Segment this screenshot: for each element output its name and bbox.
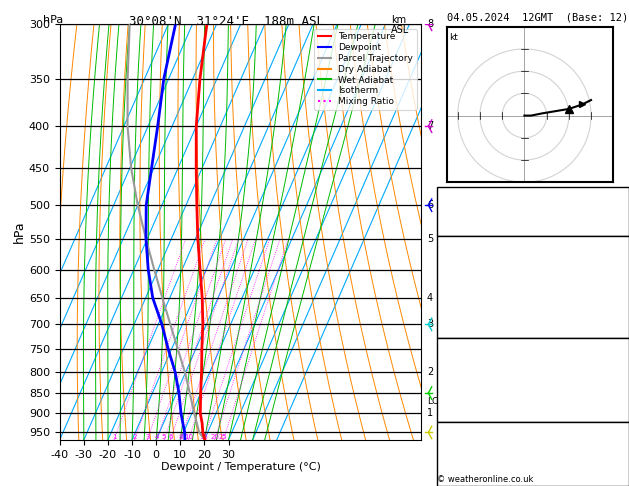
Text: PW (cm): PW (cm)	[443, 223, 487, 233]
Text: θe (K): θe (K)	[443, 368, 474, 378]
Text: Temp (°C): Temp (°C)	[443, 253, 494, 263]
Text: 30: 30	[610, 207, 623, 217]
Text: hPa: hPa	[43, 15, 63, 25]
Text: 1: 1	[112, 434, 116, 440]
Text: 310°: 310°	[598, 462, 623, 472]
Text: 5: 5	[162, 434, 166, 440]
Text: -0: -0	[613, 449, 623, 459]
Text: Pressure (mb): Pressure (mb)	[443, 354, 516, 364]
Text: EH: EH	[443, 436, 457, 446]
Text: K: K	[443, 191, 450, 200]
Text: 991: 991	[603, 354, 623, 364]
Text: 319: 319	[603, 368, 623, 378]
Text: 6: 6	[168, 434, 172, 440]
Text: 1.13: 1.13	[600, 223, 623, 233]
Text: 2: 2	[132, 434, 136, 440]
Text: CIN (J): CIN (J)	[443, 410, 476, 420]
Bar	[437, 187, 629, 236]
Text: Hodograph: Hodograph	[504, 423, 562, 433]
Text: kt: kt	[449, 33, 458, 42]
Text: 6: 6	[427, 200, 433, 210]
Text: 3: 3	[427, 319, 433, 330]
Text: 4: 4	[155, 434, 159, 440]
Text: Lifted Index: Lifted Index	[443, 297, 504, 307]
Text: © weatheronline.co.uk: © weatheronline.co.uk	[437, 474, 533, 484]
Text: 5: 5	[616, 382, 623, 392]
Text: km
ASL: km ASL	[391, 15, 409, 35]
Text: 1: 1	[427, 408, 433, 418]
Text: 30°08'N  31°24'E  188m ASL: 30°08'N 31°24'E 188m ASL	[129, 15, 324, 28]
Text: 20: 20	[210, 434, 219, 440]
Legend: Temperature, Dewpoint, Parcel Trajectory, Dry Adiabat, Wet Adiabat, Isotherm, Mi: Temperature, Dewpoint, Parcel Trajectory…	[314, 29, 417, 110]
Text: 3: 3	[145, 434, 150, 440]
Text: θe(K): θe(K)	[443, 282, 470, 292]
Text: 8: 8	[178, 434, 182, 440]
Text: 11.9: 11.9	[600, 268, 623, 278]
Text: -6: -6	[613, 191, 623, 200]
Text: 25: 25	[219, 434, 228, 440]
Text: 0: 0	[617, 311, 623, 321]
Text: Dewp (°C): Dewp (°C)	[443, 268, 496, 278]
Text: LCL: LCL	[427, 397, 443, 406]
Text: 4: 4	[427, 293, 433, 303]
Text: CIN (J): CIN (J)	[443, 326, 476, 336]
Text: CAPE (J): CAPE (J)	[443, 396, 484, 406]
X-axis label: Dewpoint / Temperature (°C): Dewpoint / Temperature (°C)	[160, 462, 321, 472]
Text: Surface: Surface	[513, 239, 553, 249]
Bar	[437, 236, 629, 338]
Bar	[437, 338, 629, 422]
Text: Mixing Ratio (g/kg): Mixing Ratio (g/kg)	[461, 186, 471, 278]
Text: StmSpd (kt): StmSpd (kt)	[443, 474, 505, 485]
Text: 5: 5	[616, 297, 623, 307]
Text: 319: 319	[603, 282, 623, 292]
Text: 0: 0	[617, 410, 623, 420]
Text: CAPE (J): CAPE (J)	[443, 311, 484, 321]
Text: -49: -49	[606, 436, 623, 446]
Y-axis label: hPa: hPa	[13, 221, 26, 243]
Text: 04.05.2024  12GMT  (Base: 12): 04.05.2024 12GMT (Base: 12)	[447, 12, 628, 22]
Text: 7: 7	[427, 121, 433, 131]
Text: Lifted Index: Lifted Index	[443, 382, 504, 392]
Bar	[437, 422, 629, 486]
Text: StmDir: StmDir	[443, 462, 479, 472]
Text: 8: 8	[427, 19, 433, 29]
Text: 20.2: 20.2	[600, 253, 623, 263]
Text: 10: 10	[184, 434, 193, 440]
Text: Most Unstable: Most Unstable	[496, 340, 571, 350]
Text: SREH: SREH	[443, 449, 471, 459]
Text: 2: 2	[427, 366, 433, 377]
Text: 0: 0	[617, 396, 623, 406]
Text: 18: 18	[610, 474, 623, 485]
Text: 15: 15	[199, 434, 208, 440]
Text: Totals Totals: Totals Totals	[443, 207, 506, 217]
Text: 5: 5	[427, 234, 433, 244]
Text: 0: 0	[617, 326, 623, 336]
